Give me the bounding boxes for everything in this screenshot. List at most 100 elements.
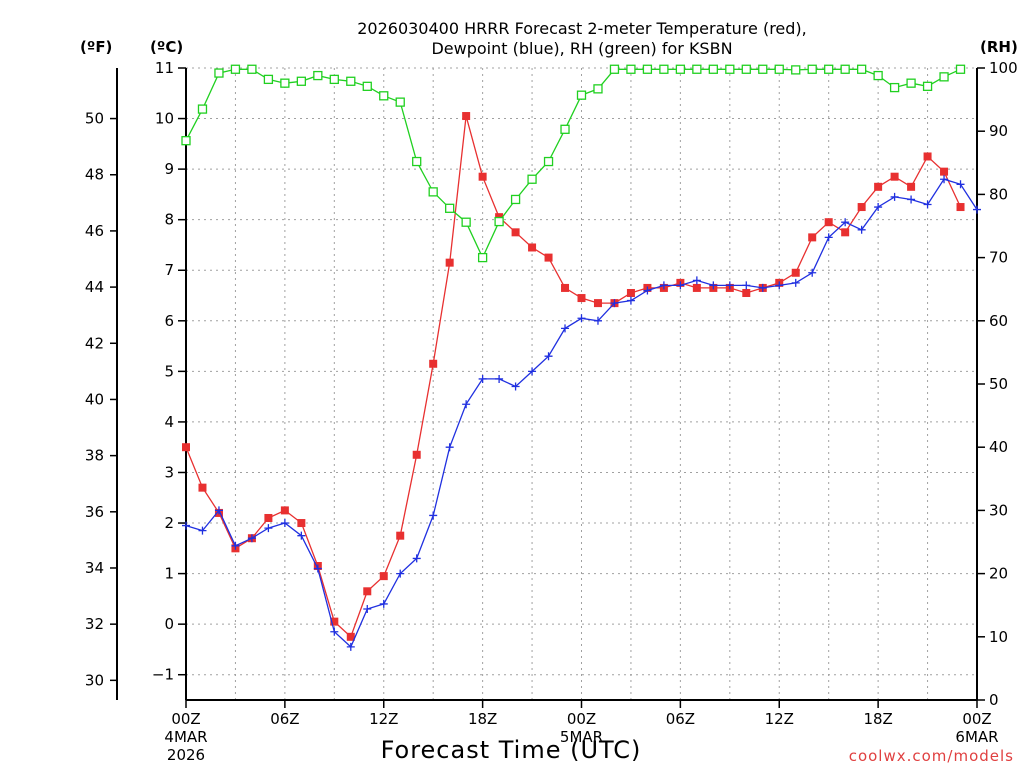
dewpoint-point xyxy=(313,564,322,573)
temperature-point xyxy=(429,359,438,368)
temperature-point xyxy=(808,233,817,242)
temperature-point xyxy=(478,172,487,181)
dewpoint-point xyxy=(214,506,223,515)
rh-point xyxy=(741,64,751,74)
dewpoint-point xyxy=(973,205,981,214)
rh-point xyxy=(477,252,488,263)
temperature-point xyxy=(412,450,421,459)
celsius-tick-label: 7 xyxy=(164,261,174,279)
rh-tick-label: 70 xyxy=(989,249,1008,267)
celsius-unit-label: (ºC) xyxy=(150,38,183,56)
celsius-tick-label: 5 xyxy=(164,362,174,380)
x-tick-label: 18Z xyxy=(468,710,497,728)
rh-point xyxy=(428,187,438,197)
temperature-point xyxy=(182,443,190,452)
dewpoint-point xyxy=(791,278,800,287)
dewpoint-point xyxy=(890,192,899,201)
celsius-tick-label: 9 xyxy=(164,160,174,178)
grid xyxy=(186,67,977,700)
temperature-point xyxy=(890,172,899,181)
x-tick-year: 2026 xyxy=(167,746,205,764)
dewpoint-point xyxy=(857,225,866,234)
rh-tick-label: 0 xyxy=(989,691,999,709)
dewpoint-point xyxy=(940,175,949,184)
celsius-tick-label: 2 xyxy=(164,514,174,532)
temperature-point xyxy=(346,632,355,641)
fahrenheit-tick-label: 32 xyxy=(85,615,104,633)
dewpoint-point xyxy=(280,519,289,528)
temperature-point xyxy=(280,506,289,515)
dewpoint-point xyxy=(610,299,619,308)
temperature-point xyxy=(907,182,916,191)
fahrenheit-tick-label: 50 xyxy=(85,110,104,128)
celsius-tick-label: 4 xyxy=(164,413,174,431)
rh-point xyxy=(725,64,735,74)
rh-point xyxy=(609,64,620,74)
temperature-point xyxy=(198,483,207,492)
rh-point xyxy=(939,72,949,82)
dewpoint-point xyxy=(346,642,355,651)
fahrenheit-tick-label: 42 xyxy=(85,334,104,352)
celsius-tick-label: 8 xyxy=(164,211,174,229)
temperature-point xyxy=(577,294,586,303)
temperature-point xyxy=(742,288,751,297)
temperature-point xyxy=(462,112,471,121)
rh-point xyxy=(593,84,603,94)
rh-point xyxy=(181,136,191,146)
rh-tick-label: 80 xyxy=(989,185,1008,203)
rh-point xyxy=(362,81,372,91)
fahrenheit-tick-label: 40 xyxy=(85,390,104,408)
temperature-point xyxy=(956,203,965,212)
dewpoint-point xyxy=(561,324,570,333)
x-tick-label: 18Z xyxy=(863,710,892,728)
dewpoint-point xyxy=(626,296,635,305)
rh-point xyxy=(824,64,834,74)
rh-tick-label: 90 xyxy=(989,122,1008,140)
dewpoint-point xyxy=(412,554,421,563)
rh-tick-label: 30 xyxy=(989,501,1008,519)
rh-point xyxy=(346,76,356,86)
ticks: −101234567891011303234363840424446485001… xyxy=(85,59,1018,764)
rh-point xyxy=(922,81,933,91)
temperature-point xyxy=(445,258,454,267)
x-tick-label: 00Z xyxy=(962,710,991,728)
rh-point xyxy=(412,156,422,167)
dewpoint-point xyxy=(462,400,471,409)
dewpoint-point xyxy=(297,531,306,540)
rh-point xyxy=(955,64,966,74)
dewpoint-point xyxy=(593,316,602,325)
chart-title-line-2: Dewpoint (blue), RH (green) for KSBN xyxy=(431,39,732,58)
rh-point xyxy=(329,74,339,85)
dewpoint-point xyxy=(923,200,932,209)
rh-point xyxy=(230,64,241,74)
temperature-point xyxy=(593,299,602,308)
rh-point xyxy=(774,64,784,74)
dewpoint-point xyxy=(247,534,256,543)
dewpoint-point xyxy=(330,627,339,636)
celsius-tick-label: 11 xyxy=(155,59,174,77)
x-tick-date: 4MAR xyxy=(164,728,207,746)
rh-point xyxy=(197,104,208,114)
x-axis-label: Forecast Time (UTC) xyxy=(381,736,642,764)
rh-point xyxy=(247,64,257,74)
temperature-point xyxy=(692,283,701,292)
dewpoint-point xyxy=(824,233,833,242)
fahrenheit-tick-label: 38 xyxy=(85,447,104,465)
temperature-point xyxy=(841,228,850,237)
temperature-point xyxy=(923,152,932,161)
rh-point xyxy=(379,91,389,101)
celsius-tick-label: −1 xyxy=(152,666,174,684)
fahrenheit-unit-label: (ºF) xyxy=(80,38,112,56)
chart-title-line-1: 2026030400 HRRR Forecast 2-meter Tempera… xyxy=(357,19,807,38)
dewpoint-point xyxy=(758,283,767,292)
dewpoint-point xyxy=(742,281,751,290)
rh-point xyxy=(692,64,702,74)
dewpoint-point xyxy=(808,268,817,277)
celsius-tick-label: 1 xyxy=(164,565,174,583)
rh-point xyxy=(675,64,686,74)
rh-point xyxy=(395,97,405,107)
x-tick-label: 00Z xyxy=(171,710,200,728)
x-tick-label: 12Z xyxy=(369,710,398,728)
temperature-point xyxy=(363,587,372,596)
x-tick-date: 5MAR xyxy=(560,728,603,746)
